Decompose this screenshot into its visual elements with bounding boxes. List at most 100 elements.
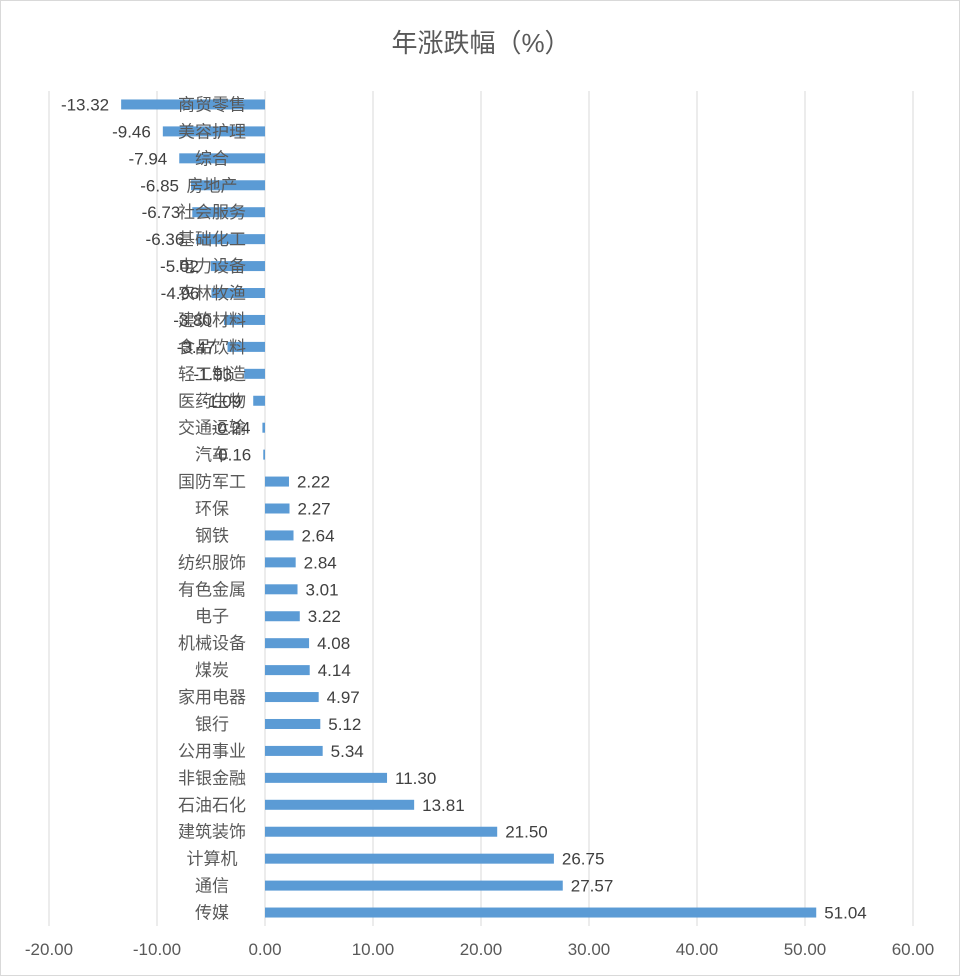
x-tick-label: 40.00 <box>676 940 719 959</box>
category-labels: 商贸零售美容护理综合房地产社会服务基础化工电力设备农林牧渔建筑材料食品饮料轻工制… <box>178 95 246 922</box>
bar <box>191 180 265 191</box>
bar <box>265 557 296 568</box>
value-label: 4.08 <box>317 634 350 653</box>
bar <box>262 422 265 433</box>
category-label: 电子 <box>195 607 229 626</box>
value-label: -9.46 <box>112 122 151 141</box>
category-label: 综合 <box>195 149 229 168</box>
category-label: 传媒 <box>195 904 229 923</box>
value-label: -3.47 <box>177 338 216 357</box>
category-label: 农林牧渔 <box>178 284 246 303</box>
value-label: 51.04 <box>824 904 867 923</box>
category-label: 非银金融 <box>178 769 246 788</box>
category-label: 汽车 <box>195 446 229 465</box>
category-label: 建筑材料 <box>178 311 246 330</box>
category-label: 社会服务 <box>178 203 246 222</box>
bar <box>265 826 498 837</box>
x-tick-label: 60.00 <box>892 940 935 959</box>
value-label: 2.84 <box>304 553 337 572</box>
bar <box>265 665 310 676</box>
category-label: 美容护理 <box>178 122 246 141</box>
value-label: 3.01 <box>306 580 339 599</box>
bar <box>265 853 554 864</box>
bar <box>223 314 265 325</box>
bar <box>265 503 290 514</box>
value-label: -6.73 <box>142 203 181 222</box>
category-label: 基础化工 <box>178 230 246 249</box>
bar <box>265 772 388 783</box>
bar <box>263 449 265 460</box>
value-label: -6.85 <box>140 176 179 195</box>
category-label: 通信 <box>195 877 229 896</box>
category-label: 纺织服饰 <box>178 553 246 572</box>
x-tick-label: 30.00 <box>568 940 611 959</box>
bar <box>265 799 415 810</box>
bar <box>265 530 294 541</box>
value-label: 2.64 <box>302 526 335 545</box>
value-label: -7.94 <box>128 149 167 168</box>
x-axis-ticks: -20.00 -10.00 0.00 10.00 20.00 30.00 40.00 50.0… <box>25 940 934 959</box>
bar <box>265 476 289 487</box>
category-label: 交通运输 <box>178 419 246 438</box>
bar <box>253 395 265 406</box>
bar <box>227 341 265 352</box>
value-label: 4.14 <box>318 661 351 680</box>
value-labels: -13.32-9.46 -7.94 -6.85 -6.73 -6.36 -5.02 -4.9… <box>61 95 867 922</box>
category-label: 银行 <box>195 715 229 734</box>
value-label: 26.75 <box>562 850 605 869</box>
x-tick-label: -20.00 <box>25 940 73 959</box>
category-label: 石油石化 <box>178 796 246 815</box>
value-label: 4.97 <box>327 688 360 707</box>
bar <box>192 207 265 218</box>
x-tick-label: 10.00 <box>352 940 395 959</box>
value-label: -1.93 <box>193 365 232 384</box>
bar <box>265 638 310 649</box>
bar <box>265 692 319 703</box>
value-label: -3.80 <box>173 311 212 330</box>
category-label: 轻工制造 <box>178 365 246 384</box>
bar <box>211 288 265 299</box>
bar <box>121 99 265 110</box>
category-label: 医药生物 <box>178 392 246 411</box>
bar <box>265 611 300 622</box>
bar <box>210 261 265 272</box>
x-tick-label: -10.00 <box>133 940 181 959</box>
value-label: -1.09 <box>202 392 241 411</box>
bar <box>265 584 298 595</box>
category-label: 房地产 <box>187 176 238 195</box>
value-label: 2.22 <box>297 473 330 492</box>
category-label: 家用电器 <box>178 688 246 707</box>
category-label: 食品饮料 <box>178 338 246 357</box>
value-label: -13.32 <box>61 95 109 114</box>
x-tick-label: 20.00 <box>460 940 503 959</box>
category-label: 钢铁 <box>195 526 229 545</box>
value-label: -0.16 <box>213 446 252 465</box>
bar <box>265 718 321 729</box>
category-label: 机械设备 <box>178 634 246 653</box>
value-label: 13.81 <box>422 796 465 815</box>
category-label: 环保 <box>195 500 229 519</box>
bar <box>265 745 323 756</box>
bar <box>196 234 265 245</box>
category-label: 电力设备 <box>178 257 246 276</box>
value-label: 27.57 <box>571 877 614 896</box>
value-label: 5.12 <box>328 715 361 734</box>
value-label: -6.36 <box>146 230 185 249</box>
bar <box>265 907 817 918</box>
bar <box>244 368 265 379</box>
category-label: 商贸零售 <box>178 95 246 114</box>
bar <box>162 126 265 137</box>
category-label: 计算机 <box>187 850 238 869</box>
value-label: 21.50 <box>505 823 548 842</box>
bar <box>179 153 265 164</box>
value-label: 11.30 <box>395 769 436 788</box>
value-label: 3.22 <box>308 607 341 626</box>
x-tick-label: 50.00 <box>784 940 827 959</box>
category-label: 煤炭 <box>195 661 229 680</box>
bar <box>265 880 563 891</box>
value-label: 5.34 <box>331 742 364 761</box>
value-label: -5.02 <box>160 257 199 276</box>
x-tick-label: 0.00 <box>248 940 281 959</box>
